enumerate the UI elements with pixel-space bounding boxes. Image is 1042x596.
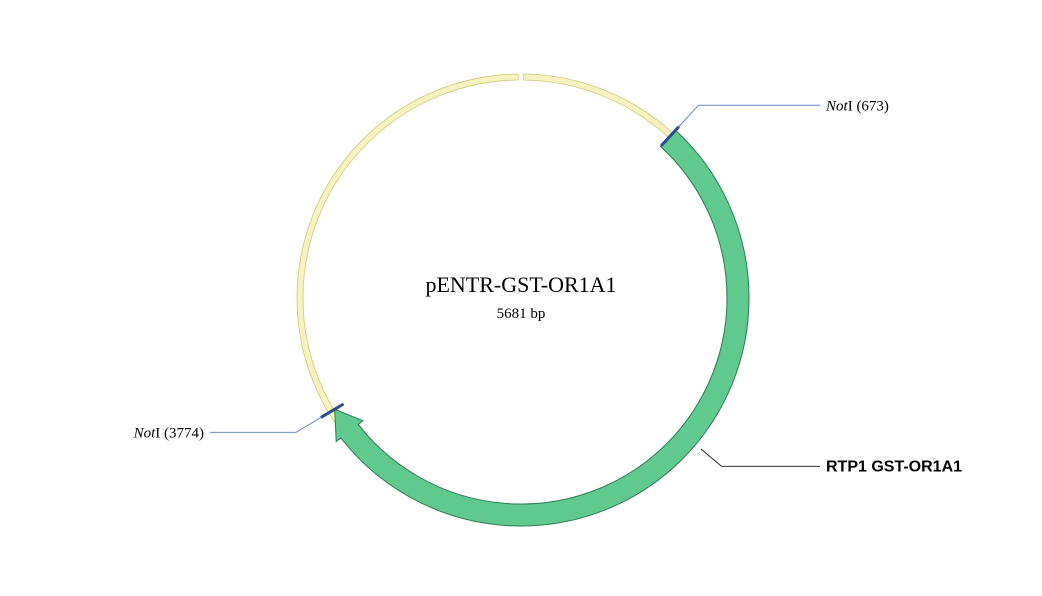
restriction-site-leader (210, 417, 322, 432)
feature-leader (701, 449, 820, 466)
restriction-site-label: NotI (3774) (133, 425, 204, 441)
restriction-site-label: NotI (673) (825, 98, 889, 114)
restriction-site-leader (678, 105, 820, 127)
plasmid-map: RTP1 GST-OR1A1 NotI (673) NotI (3774) pENTR… (0, 0, 1042, 596)
restriction-site-position: (3774) (160, 425, 204, 441)
feature-label: RTP1 GST-OR1A1 (826, 458, 962, 475)
plasmid-name: pENTR-GST-OR1A1 (425, 272, 616, 297)
restriction-site-position: (673) (853, 98, 889, 114)
feature-arrow-rtp1-gst-or1a1 (335, 130, 749, 526)
plasmid-size: 5681 bp (497, 306, 546, 322)
